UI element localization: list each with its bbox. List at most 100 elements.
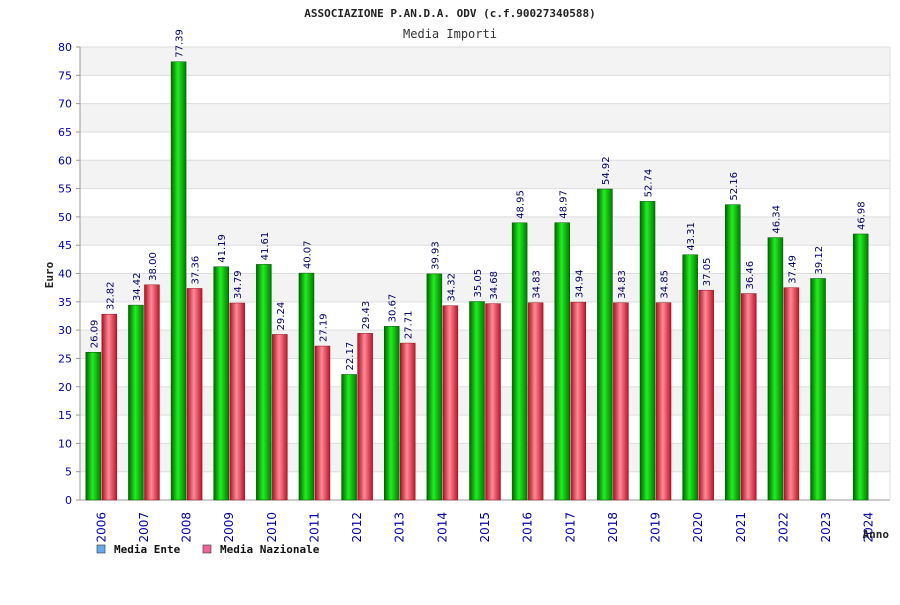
data-label: 29.43: [361, 301, 372, 330]
bar-media-nazionale: [229, 302, 245, 501]
y-tick-label: 55: [58, 183, 72, 196]
bar-media-ente: [682, 254, 698, 501]
data-label: 37.05: [702, 258, 713, 287]
data-label: 34.94: [574, 270, 585, 299]
x-tick-label: 2024: [862, 512, 876, 543]
bar-media-ente: [341, 374, 357, 501]
y-tick-label: 30: [58, 324, 72, 337]
bar-media-ente: [852, 233, 869, 501]
data-label: 46.34: [771, 205, 782, 234]
data-label: 54.92: [601, 156, 612, 185]
data-label: 34.68: [489, 271, 500, 300]
x-tick-label: 2014: [435, 512, 449, 543]
data-label: 38.00: [148, 252, 159, 281]
y-tick-label: 5: [65, 466, 72, 479]
y-tick-label: 60: [58, 154, 72, 167]
x-tick-label: 2013: [393, 512, 407, 543]
y-tick-label: 0: [65, 494, 72, 507]
bar-media-ente: [810, 278, 826, 501]
bar-media-nazionale: [527, 302, 544, 501]
data-labels: 26.09 32.82 34.42 38.00 77.39 37.36 41.19 34.79…: [89, 29, 867, 370]
data-label: 35.05: [473, 269, 484, 298]
bar-media-nazionale: [314, 345, 331, 501]
data-label: 48.97: [558, 190, 569, 219]
data-label: 30.67: [388, 294, 399, 323]
bar-media-ente: [511, 222, 528, 501]
bar-media-ente: [128, 304, 144, 501]
x-tick-label: 2007: [137, 512, 151, 543]
data-label: 41.61: [260, 232, 271, 261]
bar-media-nazionale: [655, 302, 672, 501]
bar-media-ente: [554, 222, 571, 501]
data-label: 37.49: [787, 255, 798, 284]
data-label: 41.19: [217, 234, 228, 263]
data-label: 34.32: [446, 273, 457, 302]
data-label: 36.46: [745, 261, 756, 290]
data-label: 34.83: [617, 270, 628, 299]
data-label: 34.79: [233, 270, 244, 299]
data-label: 32.82: [105, 282, 116, 311]
bar-media-nazionale: [613, 302, 629, 501]
x-tick-label: 2012: [350, 512, 364, 543]
y-tick-label: 15: [58, 409, 72, 422]
bar-media-ente: [383, 326, 400, 501]
bar-media-ente: [85, 352, 102, 501]
data-label: 52.74: [644, 169, 655, 198]
bar-media-nazionale: [783, 287, 800, 501]
x-tick-label: 2018: [606, 512, 620, 543]
data-label: 22.17: [345, 342, 356, 371]
x-tick-label: 2023: [819, 512, 833, 543]
data-label: 37.36: [191, 256, 202, 285]
y-tick-label: 25: [58, 352, 72, 365]
bar-media-nazionale: [272, 334, 288, 501]
data-label: 27.19: [318, 313, 329, 342]
legend: Media Ente Media Nazionale: [96, 543, 320, 556]
bar-media-ente: [213, 266, 229, 501]
bar-media-ente: [170, 61, 187, 501]
bar-media-ente: [298, 272, 315, 501]
data-label: 40.07: [302, 240, 313, 269]
y-axis-label: Euro: [43, 261, 56, 288]
data-label: 26.09: [89, 320, 100, 349]
x-tick-label: 2011: [307, 512, 321, 543]
grid-band: [80, 103, 890, 132]
bar-media-ente: [256, 264, 272, 501]
x-tick-label: 2019: [649, 512, 663, 543]
bars: [85, 61, 869, 501]
bar-media-nazionale: [570, 301, 587, 501]
x-tick-label: 2020: [691, 512, 705, 543]
x-tick-label: 2015: [478, 512, 492, 543]
bar-media-nazionale: [357, 333, 373, 501]
y-tick-label: 70: [58, 98, 72, 111]
bar-media-ente: [597, 188, 613, 501]
x-axis-label: Anno: [863, 528, 890, 541]
legend-swatch-media-ente: [96, 544, 106, 554]
data-label: 29.24: [276, 302, 287, 331]
grid-band: [80, 47, 890, 76]
axes: 0 5 10 15 20 25 30 35 40 45 50 55 60 65 70 75 80 2006 2007…: [58, 41, 891, 543]
data-label: 48.95: [516, 190, 527, 219]
data-label: 52.16: [729, 172, 740, 201]
x-tick-label: 2008: [180, 512, 194, 543]
bar-media-ente: [469, 301, 485, 501]
grid-band: [80, 160, 890, 189]
bar-media-nazionale: [698, 289, 714, 501]
bar-media-ente: [639, 201, 656, 501]
grid-band: [80, 216, 890, 246]
y-tick-label: 10: [58, 437, 72, 450]
bar-media-nazionale: [101, 313, 118, 501]
data-label: 39.93: [430, 241, 441, 270]
legend-label-media-nazionale: Media Nazionale: [220, 543, 320, 556]
data-label: 39.12: [814, 246, 825, 275]
x-tick-label: 2010: [265, 512, 279, 543]
grid-band: [80, 188, 890, 217]
x-tick-label: 2022: [776, 512, 790, 543]
y-tick-label: 35: [58, 296, 72, 309]
data-label: 27.71: [404, 310, 415, 339]
data-label: 34.85: [660, 270, 671, 299]
x-tick-label: 2017: [563, 512, 577, 543]
bar-media-ente: [725, 204, 741, 501]
data-label: 77.39: [175, 29, 186, 58]
x-tick-label: 2021: [734, 512, 748, 543]
